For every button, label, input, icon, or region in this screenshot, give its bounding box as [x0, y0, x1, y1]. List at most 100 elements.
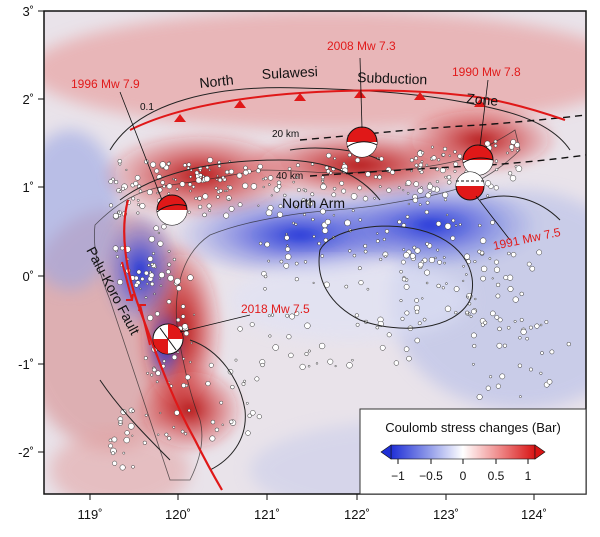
contour-label-0-1: 0.1 [140, 102, 154, 113]
earthquake-epicenter [185, 374, 191, 381]
earthquake-epicenter [234, 358, 238, 362]
earthquake-epicenter [172, 177, 175, 180]
earthquake-epicenter [471, 332, 477, 339]
earthquake-epicenter [181, 314, 186, 319]
earthquake-epicenter [159, 411, 162, 415]
earthquake-epicenter [426, 183, 433, 190]
legend-tick-label: 0.5 [488, 469, 505, 483]
earthquake-epicenter [317, 241, 321, 246]
earthquake-epicenter [164, 432, 169, 437]
earthquake-epicenter [301, 198, 306, 203]
earthquake-epicenter [287, 167, 292, 171]
earthquake-epicenter [250, 410, 256, 416]
earthquake-epicenter [436, 248, 440, 252]
earthquake-epicenter [329, 171, 333, 175]
earthquake-epicenter [147, 256, 154, 262]
earthquake-epicenter [227, 198, 231, 201]
earthquake-epicenter [285, 313, 290, 318]
earthquake-epicenter [268, 334, 272, 338]
earthquake-epicenter [294, 310, 300, 317]
earthquake-epicenter [144, 296, 148, 299]
earthquake-epicenter [484, 180, 492, 187]
earthquake-epicenter [517, 363, 523, 368]
earthquake-epicenter [172, 425, 176, 429]
earthquake-epicenter [118, 162, 122, 166]
earthquake-epicenter [219, 400, 224, 405]
earthquake-epicenter [428, 256, 435, 264]
earthquake-epicenter [303, 213, 306, 217]
earthquake-epicenter [520, 328, 527, 335]
quake-label-2008: 2008 Mw 7.3 [327, 39, 396, 53]
earthquake-epicenter [414, 163, 419, 168]
earthquake-epicenter [208, 168, 211, 172]
earthquake-epicenter [425, 192, 432, 199]
earthquake-epicenter [477, 249, 482, 254]
earthquake-epicenter [197, 196, 202, 201]
earthquake-epicenter [463, 253, 471, 260]
earthquake-epicenter [125, 168, 128, 171]
earthquake-epicenter [326, 152, 332, 159]
earthquake-epicenter [454, 310, 458, 315]
lon-tick-label: 119˚ [77, 507, 102, 522]
earthquake-epicenter [510, 139, 517, 145]
earthquake-epicenter [358, 280, 364, 286]
earthquake-epicenter [424, 269, 431, 276]
earthquake-epicenter [318, 342, 326, 350]
earthquake-epicenter [160, 180, 165, 185]
earthquake-epicenter [495, 293, 501, 299]
earthquake-epicenter [375, 325, 380, 330]
earthquake-epicenter [277, 211, 283, 218]
earthquake-epicenter [257, 163, 263, 170]
earthquake-epicenter [221, 175, 225, 180]
earthquake-epicenter [159, 284, 163, 288]
earthquake-epicenter [494, 159, 499, 163]
earthquake-epicenter [414, 337, 421, 344]
earthquake-epicenter [198, 169, 202, 172]
earthquake-epicenter [302, 188, 306, 192]
earthquake-epicenter [137, 203, 140, 206]
earthquake-epicenter [236, 172, 243, 179]
coastline [93, 129, 521, 481]
earthquake-epicenter [292, 221, 295, 225]
earthquake-epicenter [357, 185, 363, 191]
earthquake-epicenter [497, 317, 503, 323]
earthquake-epicenter [131, 409, 135, 413]
earthquake-epicenter [513, 319, 517, 323]
earthquake-epicenter [176, 285, 182, 292]
earthquake-epicenter [157, 240, 164, 247]
earthquake-epicenter [131, 434, 134, 437]
earthquake-epicenter [267, 175, 274, 181]
legend-tick-label: −1 [391, 469, 405, 483]
earthquake-epicenter [285, 253, 292, 260]
earthquake-epicenter [131, 465, 135, 469]
lat-tick-label: 2˚ [22, 92, 34, 107]
lat-tick-label: 0˚ [22, 269, 34, 284]
earthquake-epicenter [270, 313, 275, 317]
earthquake-epicenter [144, 270, 149, 276]
earthquake-epicenter [139, 203, 146, 209]
legend-tick-label: −0.5 [419, 469, 443, 483]
earthquake-epicenter [486, 194, 490, 198]
earthquake-epicenter [403, 284, 410, 290]
earthquake-epicenter [493, 266, 501, 273]
earthquake-epicenter [245, 430, 251, 436]
earthquake-epicenter [146, 371, 149, 375]
earthquake-epicenter [264, 241, 270, 248]
earthquake-epicenter [417, 261, 424, 268]
earthquake-epicenter [182, 163, 187, 168]
earthquake-epicenter [412, 197, 418, 203]
earthquake-epicenter [421, 297, 424, 300]
earthquake-epicenter [386, 332, 392, 338]
earthquake-epicenter [474, 297, 477, 301]
earthquake-epicenter [514, 142, 521, 148]
earthquake-epicenter [495, 282, 501, 288]
earthquake-epicenter [436, 283, 441, 289]
earthquake-epicenter [118, 420, 123, 424]
earthquake-epicenter [217, 177, 223, 183]
earthquake-epicenter [230, 384, 235, 390]
lon-tick-label: 122˚ [344, 507, 370, 522]
earthquake-epicenter [425, 242, 429, 246]
earthquake-epicenter [442, 191, 449, 198]
earthquake-epicenter [503, 275, 509, 281]
earthquake-epicenter [193, 313, 196, 316]
